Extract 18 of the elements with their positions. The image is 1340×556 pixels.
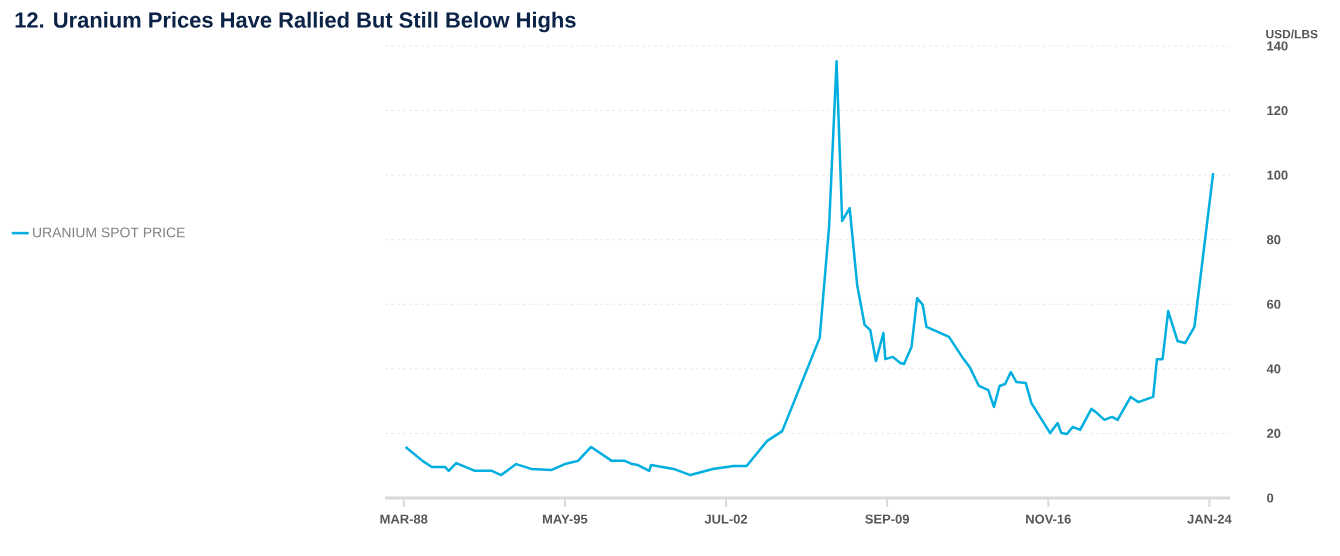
y-tick-label: 100	[1267, 170, 1288, 180]
chart-title: 12. Uranium Prices Have Rallied But Still Below Highs	[15, 11, 576, 33]
y-tick-label: 80	[1266, 235, 1281, 245]
x-tick-label: JAN-24	[1187, 514, 1232, 524]
x-tick-label: SEP-09	[865, 514, 909, 524]
x-tick-label: MAY-95	[542, 514, 588, 524]
y-tick-label: 60	[1267, 299, 1281, 309]
x-tick-label: NOV-16	[1026, 514, 1071, 524]
y-tick-label: 20	[1266, 428, 1281, 438]
y-tick-label: 40	[1266, 364, 1281, 374]
y-tick-label: 140	[1267, 41, 1288, 51]
x-tick-label: JUL-02	[704, 514, 748, 524]
y-tick-label: 120	[1267, 105, 1288, 116]
line-series	[404, 59, 1215, 477]
legend-label: URANIUM SPOT PRICE	[33, 227, 185, 238]
y-axis-title: USD/LBS	[1266, 29, 1318, 39]
y-tick-label: 0	[1267, 493, 1274, 503]
x-tick-label: MAR-88	[380, 514, 428, 524]
